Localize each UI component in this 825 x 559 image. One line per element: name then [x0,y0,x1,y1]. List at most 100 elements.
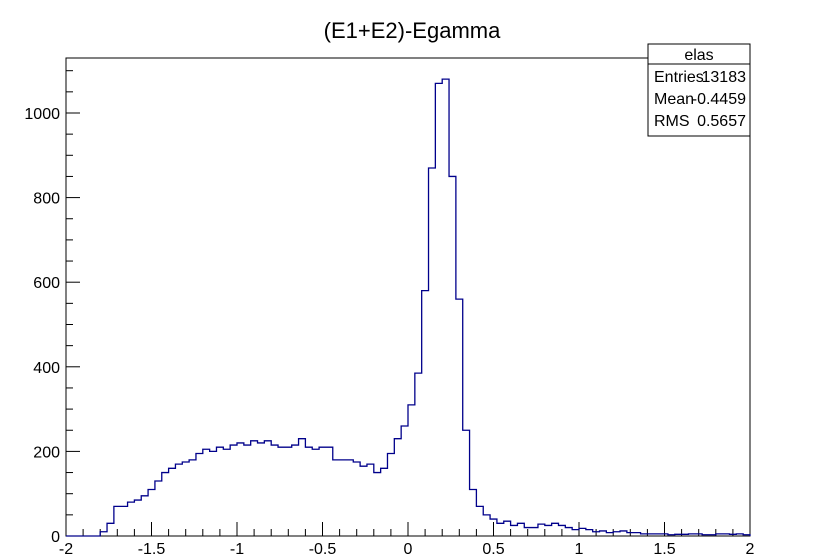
histogram-bin [729,534,736,536]
y-tick-label: 400 [33,360,60,377]
x-axis: -2 -1.5 -1 -0.5 0 0.5 1 1.5 2 [59,522,755,558]
histogram-bin [305,447,312,536]
histogram-bin [606,533,613,536]
histogram-bin [429,168,436,536]
histogram-bin [613,532,620,536]
histogram-bin [182,462,189,536]
histogram-bin [230,445,237,536]
y-tick-label: 200 [33,444,60,461]
histogram-bin [107,523,114,536]
histogram-bin [743,535,750,536]
stats-entries-value: 13183 [702,69,747,86]
y-tick-label: 600 [33,275,60,292]
histogram-bin [100,532,107,536]
histogram-bin [661,534,668,536]
stats-box-title: elas [684,47,713,64]
histogram-bin [155,481,162,536]
histogram-bin [121,506,128,536]
histogram-bin [497,523,504,536]
histogram-bin [367,464,374,536]
histogram-bin [695,534,702,536]
histogram-bin [312,449,319,536]
histogram-bin [169,468,176,536]
histogram-bin [647,534,654,536]
histogram-bin [394,439,401,536]
histogram-bin [675,534,682,536]
histogram-bin [175,464,182,536]
histogram-bin [586,530,593,536]
stats-mean-value: -0.4459 [692,91,746,108]
y-tick-label: 1000 [24,106,60,123]
stats-entries-label: Entries [654,69,704,86]
histogram-bin [353,462,360,536]
histogram-bin [709,535,716,536]
histogram-bin [340,460,347,536]
histogram-bin [511,525,518,536]
histogram-bin [483,515,490,536]
histogram-bin [216,447,223,536]
histogram-bin [702,535,709,536]
histogram-bin [134,500,141,536]
histogram-bin [196,454,203,536]
histogram-bin [422,291,429,536]
histogram-bin [258,443,265,536]
histogram-bin [210,451,217,536]
histogram-bin [531,528,538,536]
x-tick-label: 1 [575,541,584,558]
histogram-bin [634,533,641,536]
histogram-bin [593,532,600,536]
histogram-bin [374,473,381,536]
histogram-bin [415,373,422,536]
histogram-bin [558,525,565,536]
y-tick-label: 800 [33,191,60,208]
histogram-bin [442,79,449,536]
histogram-bin [319,447,326,536]
histogram-bin [476,506,483,536]
histogram-bin [641,534,648,536]
histogram-bin [723,534,730,536]
histogram-bin [579,528,586,536]
histogram-bin [285,447,292,536]
stats-box-frame [647,43,751,137]
x-tick-label: -2 [59,541,73,558]
histogram-bin [524,528,531,536]
histogram-bin [627,533,634,536]
histogram-bin [271,445,278,536]
histogram-line [66,78,751,537]
histogram-bin [654,534,661,536]
histogram-bin [326,447,333,536]
histogram-bin [736,534,743,536]
histogram-bin [360,466,367,536]
x-tick-label: 0.5 [482,541,504,558]
histogram-bin [189,460,196,536]
histogram-bin [237,443,244,536]
histogram-bin [490,519,497,536]
y-tick-label: 0 [51,529,60,546]
histogram-bin [552,523,559,536]
x-tick-label: 2 [746,541,755,558]
stats-mean-label: Mean [654,91,694,108]
histogram-bin [688,534,695,536]
histogram-bin [203,449,210,536]
histogram-bin [128,502,135,536]
histogram-bin [387,454,394,536]
histogram-bin [463,430,470,536]
stats-box: elas Entries 13183 Mean -0.4459 RMS 0.56… [647,43,751,137]
x-tick-label: 1.5 [653,541,675,558]
histogram-bin [251,441,258,536]
x-tick-label: -1 [230,541,244,558]
histogram-bin [538,524,545,536]
histogram-bin [264,441,271,536]
histogram-bin [565,528,572,536]
histogram-bin [148,489,155,536]
histogram-bin [401,426,408,536]
histogram-bin [668,535,675,536]
x-tick-label: -1.5 [138,541,166,558]
histogram-series [66,78,751,537]
histogram-bin [517,523,524,536]
histogram-bin [716,534,723,536]
x-tick-label: 0 [404,541,413,558]
histogram-bin [449,176,456,536]
chart-title: (E1+E2)-Egamma [324,18,501,43]
